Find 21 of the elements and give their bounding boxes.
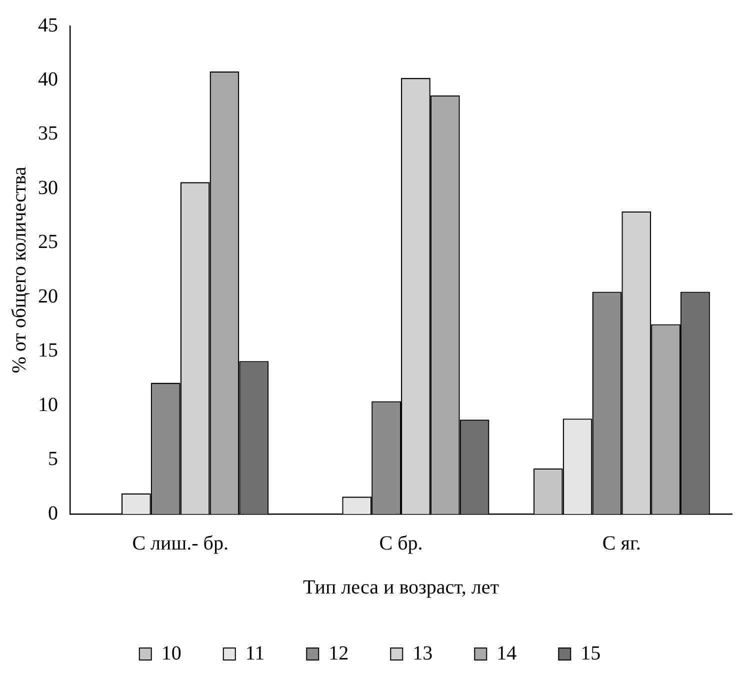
y-tick-label: 45 (38, 14, 58, 36)
x-tick-label: С яг. (602, 532, 641, 554)
y-axis-title: % от общего количества (8, 166, 30, 374)
y-tick-label: 15 (38, 340, 58, 362)
y-tick-label: 20 (38, 285, 58, 308)
y-tick-label: 35 (38, 122, 58, 145)
legend-label: 10 (161, 642, 182, 664)
y-tick-label: 10 (38, 394, 58, 416)
legend-label: 15 (580, 642, 601, 664)
x-tick-label: С бр. (379, 532, 423, 554)
legend-label: 13 (412, 642, 433, 664)
y-tick-label: 0 (48, 502, 58, 524)
y-tick-label: 30 (38, 176, 58, 199)
y-tick-label: 40 (38, 68, 58, 90)
y-tick-label: 5 (48, 448, 58, 470)
x-tick-label: С лиш.- бр. (132, 532, 228, 554)
y-tick-label: 25 (38, 231, 58, 254)
legend-label: 12 (328, 642, 349, 664)
legend-label: 11 (245, 642, 265, 664)
x-axis-title: Тип леса и возраст, лет (303, 576, 500, 598)
legend-label: 14 (496, 642, 517, 664)
